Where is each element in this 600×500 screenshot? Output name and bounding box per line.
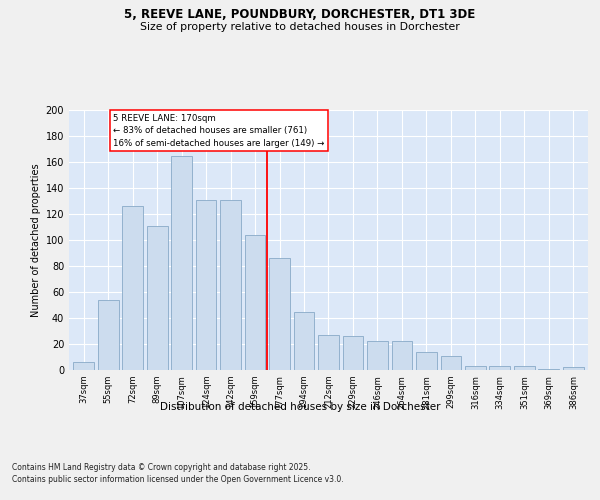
Text: 5, REEVE LANE, POUNDBURY, DORCHESTER, DT1 3DE: 5, REEVE LANE, POUNDBURY, DORCHESTER, DT… — [124, 8, 476, 20]
Bar — [563, 368, 584, 370]
Bar — [171, 156, 192, 370]
Text: Distribution of detached houses by size in Dorchester: Distribution of detached houses by size … — [160, 402, 440, 412]
Bar — [269, 258, 290, 370]
Bar — [318, 335, 339, 370]
Text: Contains HM Land Registry data © Crown copyright and database right 2025.: Contains HM Land Registry data © Crown c… — [12, 462, 311, 471]
Text: 5 REEVE LANE: 170sqm
← 83% of detached houses are smaller (761)
16% of semi-deta: 5 REEVE LANE: 170sqm ← 83% of detached h… — [113, 114, 325, 148]
Bar — [73, 362, 94, 370]
Bar — [245, 235, 265, 370]
Bar — [98, 300, 119, 370]
Bar — [490, 366, 510, 370]
Bar — [538, 368, 559, 370]
Bar — [465, 366, 486, 370]
Bar — [416, 352, 437, 370]
Text: Size of property relative to detached houses in Dorchester: Size of property relative to detached ho… — [140, 22, 460, 32]
Bar — [293, 312, 314, 370]
Bar — [343, 336, 364, 370]
Bar — [440, 356, 461, 370]
Bar — [196, 200, 217, 370]
Bar — [367, 342, 388, 370]
Bar — [122, 206, 143, 370]
Y-axis label: Number of detached properties: Number of detached properties — [31, 163, 41, 317]
Bar — [220, 200, 241, 370]
Bar — [514, 366, 535, 370]
Text: Contains public sector information licensed under the Open Government Licence v3: Contains public sector information licen… — [12, 475, 344, 484]
Bar — [392, 342, 412, 370]
Bar — [147, 226, 167, 370]
